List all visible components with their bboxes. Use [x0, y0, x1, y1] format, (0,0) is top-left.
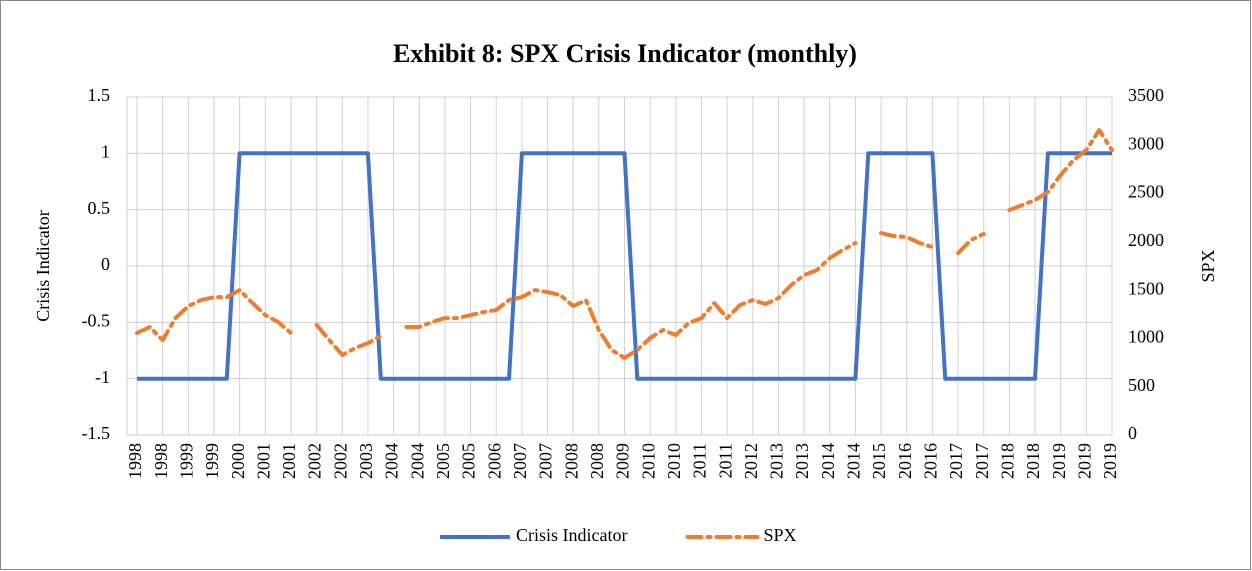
- chart-title: Exhibit 8: SPX Crisis Indicator (monthly…: [393, 39, 857, 68]
- x-tick-label: 2011: [715, 443, 735, 478]
- y2-tick-label: 1000: [1128, 327, 1164, 347]
- x-tick-label: 1999: [202, 443, 222, 479]
- x-tick-label: 2008: [561, 443, 581, 479]
- y2-tick-label: 3000: [1128, 133, 1164, 153]
- x-tick-label: 2002: [330, 443, 350, 479]
- x-tick-label: 2007: [536, 443, 556, 479]
- x-tick-label: 2000: [228, 443, 248, 479]
- y2-tick-label: 3500: [1128, 85, 1164, 105]
- x-tick-label: 2013: [792, 443, 812, 479]
- x-tick-label: 2019: [1100, 443, 1120, 479]
- series-line: [135, 128, 1114, 360]
- x-tick-label: 2004: [382, 443, 402, 479]
- y2-tick-label: 2000: [1128, 230, 1164, 250]
- x-tick-label: 2003: [356, 443, 376, 479]
- x-tick-label: 2007: [510, 443, 530, 479]
- x-tick-label: 1998: [125, 443, 145, 479]
- x-tick-label: 2012: [741, 443, 761, 479]
- y-tick-label: 0: [101, 254, 110, 274]
- y-tick-label: -1.5: [82, 423, 111, 443]
- y2-tick-label: 0: [1128, 423, 1137, 443]
- y-tick-label: -0.5: [82, 310, 111, 330]
- x-tick-label: 2017: [946, 443, 966, 479]
- legend-label: Crisis Indicator: [516, 525, 627, 545]
- y-tick-label: -1: [95, 367, 110, 387]
- x-tick-label: 2002: [305, 443, 325, 479]
- x-tick-label: 2019: [1049, 443, 1069, 479]
- x-tick-label: 2016: [921, 443, 941, 479]
- x-tick-label: 2009: [613, 443, 633, 479]
- x-tick-label: 2008: [587, 443, 607, 479]
- y2-tick-label: 1500: [1128, 278, 1164, 298]
- x-tick-label: 2006: [484, 443, 504, 479]
- y-tick-label: 0.5: [88, 198, 111, 218]
- y-axis-label: Crisis Indicator: [33, 210, 53, 321]
- x-tick-label: 2001: [253, 443, 273, 479]
- x-tick-label: 2014: [818, 443, 838, 479]
- x-tick-label: 2015: [869, 443, 889, 479]
- x-tick-label: 2010: [638, 443, 658, 479]
- x-tick-label: 1998: [151, 443, 171, 479]
- x-tick-label: 2010: [664, 443, 684, 479]
- x-tick-label: 2017: [972, 443, 992, 479]
- plot-border: [126, 96, 1113, 436]
- x-tick-label: 1999: [176, 443, 196, 479]
- y2-axis-label: SPX: [1198, 249, 1218, 282]
- x-tick-label: 2005: [459, 443, 479, 479]
- x-tick-label: 2018: [997, 443, 1017, 479]
- legend-label: SPX: [763, 525, 796, 545]
- x-tick-label: 2005: [433, 443, 453, 479]
- x-tick-label: 2019: [1074, 443, 1094, 479]
- x-tick-label: 2001: [279, 443, 299, 479]
- y-tick-label: 1: [101, 141, 110, 161]
- x-tick-label: 2004: [407, 443, 427, 479]
- x-tick-label: 2013: [767, 443, 787, 479]
- x-tick-label: 2011: [690, 443, 710, 478]
- y-tick-label: 1.5: [88, 85, 111, 105]
- y2-tick-label: 2500: [1128, 182, 1164, 202]
- series-line: [137, 151, 1112, 381]
- x-tick-label: 2016: [895, 443, 915, 479]
- x-tick-label: 2014: [844, 443, 864, 479]
- x-tick-label: 2018: [1023, 443, 1043, 479]
- y2-tick-label: 500: [1128, 375, 1155, 395]
